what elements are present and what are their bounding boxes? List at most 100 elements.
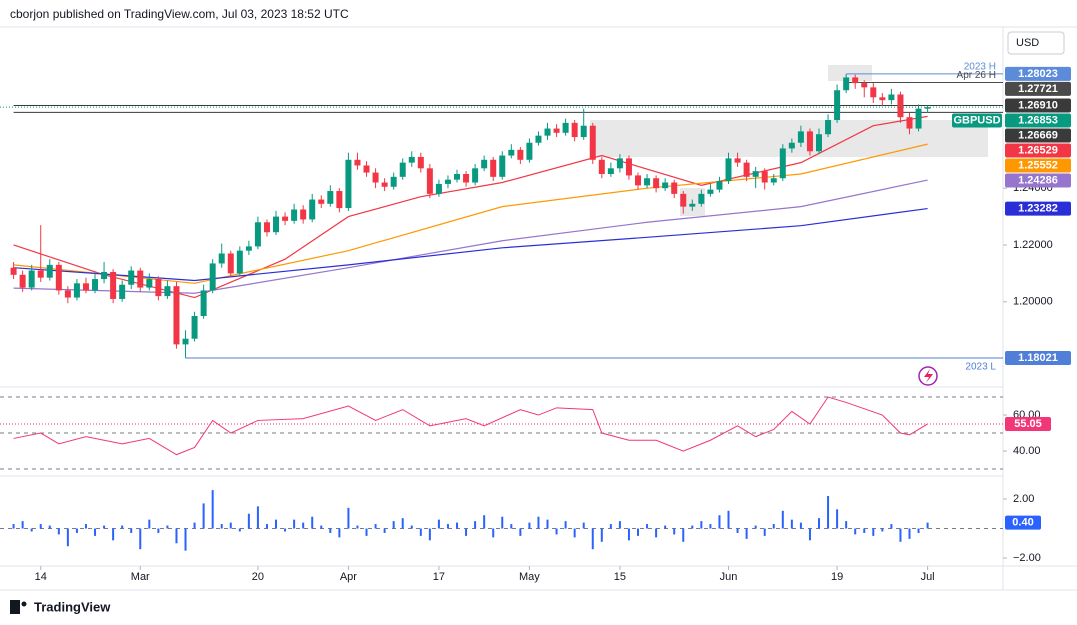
candle-body (924, 107, 931, 109)
histogram-bar (555, 528, 558, 535)
histogram-bar (510, 524, 513, 529)
candle-body (55, 264, 62, 291)
histogram-bar (320, 525, 323, 529)
histogram-bar (718, 515, 721, 529)
candle-body (508, 149, 515, 156)
candle-body (499, 155, 506, 177)
candle-body (254, 222, 261, 247)
histogram-bar (818, 518, 821, 529)
candle-body (435, 183, 442, 194)
candle-body (363, 165, 370, 173)
candle-body (354, 159, 361, 166)
candle-body (734, 158, 741, 163)
histogram-bar (121, 525, 124, 529)
candle-body (806, 131, 813, 152)
currency-button[interactable] (1007, 31, 1065, 55)
histogram-bar (347, 507, 350, 529)
histogram-bar (754, 525, 757, 529)
price-label-box (1005, 201, 1071, 216)
histogram-bar (57, 528, 60, 535)
candle-body (19, 274, 26, 288)
histogram-bar (772, 524, 775, 529)
logo (21, 601, 27, 607)
histogram-bar (456, 522, 459, 529)
candle-body (345, 159, 352, 209)
histogram-bar (365, 528, 368, 536)
candle-body (689, 203, 696, 207)
candle-body (10, 267, 17, 275)
x-tick-label: May (519, 571, 540, 583)
candle-body (725, 158, 732, 182)
histogram-bar (836, 509, 839, 529)
histogram-bar (446, 524, 449, 529)
histogram-bar (528, 522, 531, 529)
y-tick-label: 2.00 (1013, 493, 1034, 505)
histogram-bar (845, 521, 848, 529)
histogram-bar (908, 528, 911, 539)
icon[interactable] (918, 366, 938, 386)
histogram-bar (84, 524, 87, 529)
candle-body (73, 283, 80, 298)
candle-body (888, 94, 895, 101)
x-tick-label: 14 (35, 571, 47, 583)
candle-body (716, 181, 723, 190)
histogram-bar (799, 522, 802, 529)
candle-body (173, 286, 180, 345)
histogram-bar (148, 519, 151, 529)
histogram-bar (709, 524, 712, 529)
candle-body (182, 338, 189, 345)
candle-body (788, 142, 795, 149)
candle-body (653, 178, 660, 189)
candle-body (526, 142, 533, 160)
candle-body (834, 90, 841, 121)
candle-body (390, 176, 397, 187)
price-label: 1.18021 (1018, 352, 1058, 364)
histogram-bar (763, 528, 766, 536)
candle-body (707, 189, 714, 194)
histogram-bar (682, 528, 685, 542)
candle-body (743, 162, 750, 177)
candle-body (101, 271, 108, 280)
histogram-bar (899, 528, 902, 542)
x-tick-label: Apr (340, 571, 357, 583)
candle-body (236, 250, 243, 274)
candle-body (64, 290, 71, 298)
symbol-tag: GBPUSD (953, 114, 1000, 126)
histogram-bar (736, 528, 739, 533)
price-label-box (1005, 350, 1071, 365)
price-label: 1.26853 (1018, 114, 1058, 126)
candle-body (698, 193, 705, 204)
histogram-bar (627, 528, 630, 541)
histogram-bar (311, 516, 314, 529)
histogram-bar (664, 525, 667, 529)
price-label-box (1005, 158, 1071, 173)
histogram-bar (275, 519, 278, 529)
candle-body (625, 158, 632, 176)
histogram-bar (229, 522, 232, 529)
histogram-bar (302, 522, 305, 529)
candle-body (273, 216, 280, 233)
price-label-box (1005, 128, 1071, 143)
candle-body (861, 83, 868, 88)
price-label: 1.24286 (1018, 174, 1058, 186)
candle-body (553, 128, 560, 133)
histogram-bar (437, 519, 440, 529)
candle-body (635, 175, 642, 186)
histogram-bar (256, 506, 259, 529)
candle-body (227, 253, 234, 274)
candle-body (381, 182, 388, 187)
histogram-bar (564, 521, 567, 529)
histogram-bar (573, 528, 576, 538)
header: cborjon published on TradingView.com, Ju… (10, 7, 349, 21)
histogram-bar (139, 528, 142, 550)
candle-body (146, 279, 153, 288)
candle-body (300, 209, 307, 220)
x-tick-label: 20 (252, 571, 264, 583)
histogram-bar (12, 524, 15, 529)
price-label-box (1005, 81, 1071, 96)
histogram-bar (519, 528, 522, 536)
histogram-bar (401, 518, 404, 529)
price-label-box (1005, 143, 1071, 158)
histogram-bar (926, 522, 929, 529)
